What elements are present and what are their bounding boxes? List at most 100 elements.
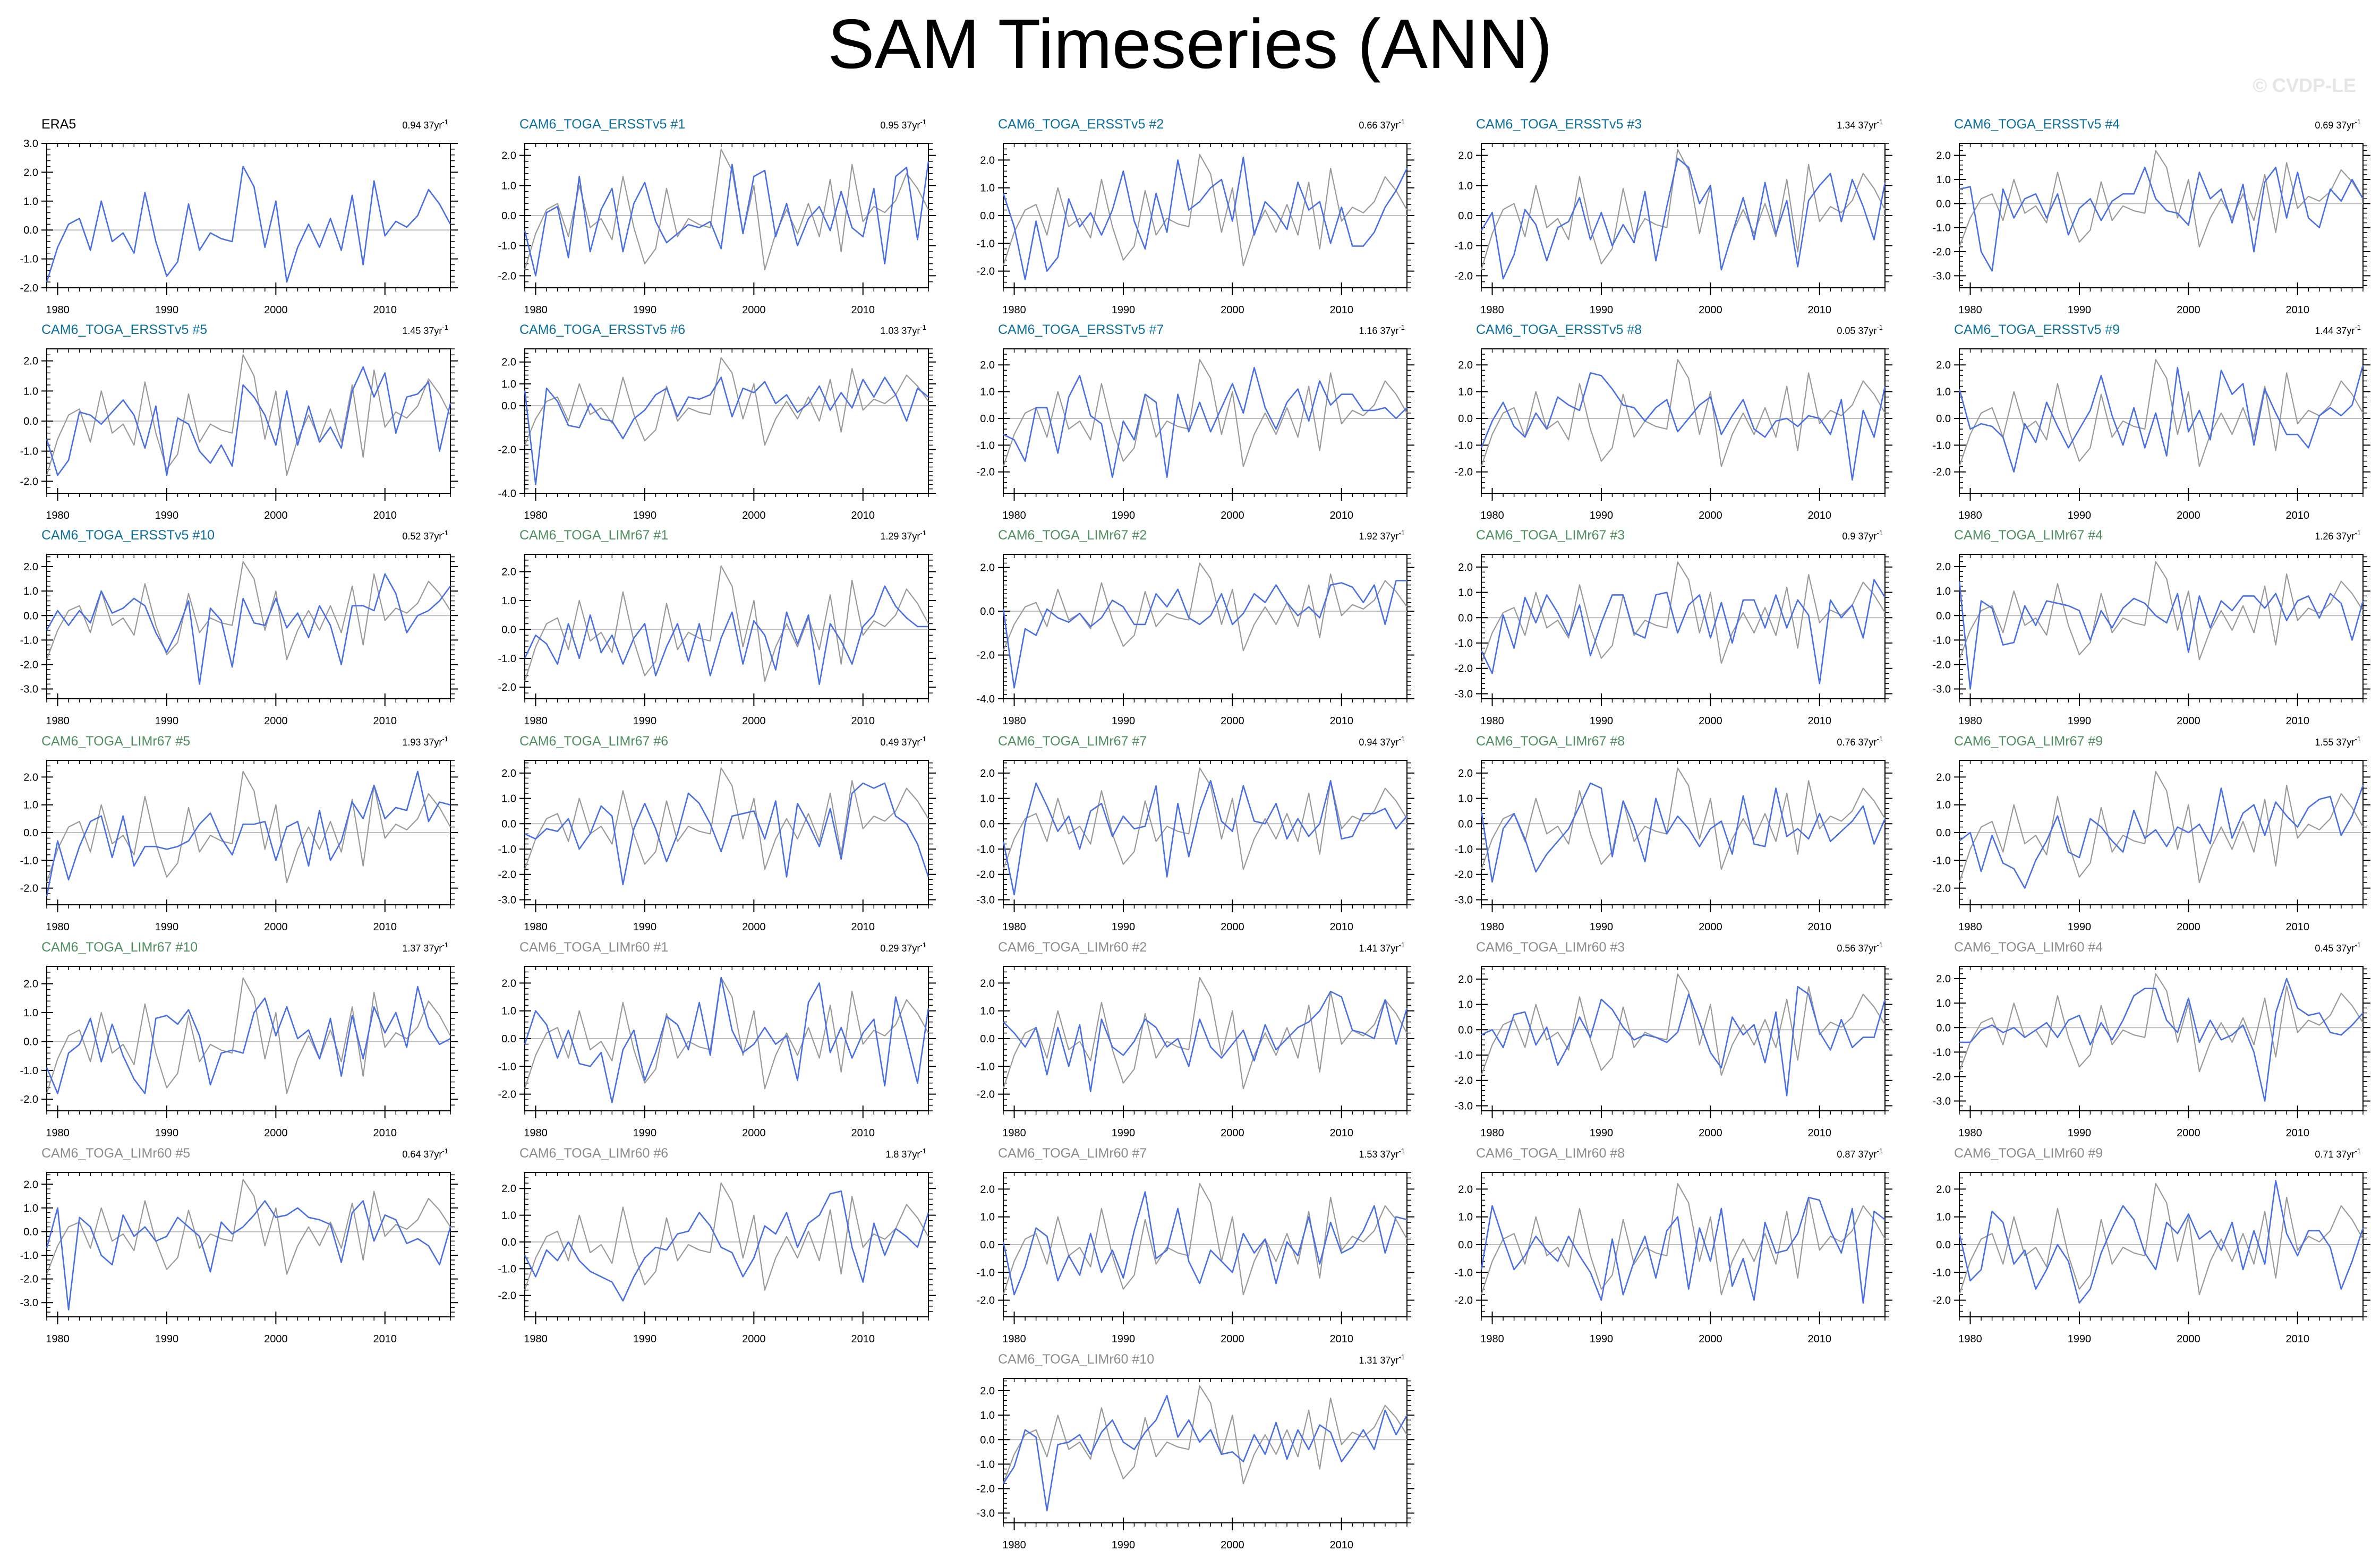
y-tick-label: -2.0: [977, 1089, 995, 1101]
y-tick-label: 0.0: [501, 1237, 516, 1248]
panel-title: CAM6_TOGA_ERSSTv5 #8: [1476, 322, 1642, 337]
y-tick-label: 2.0: [1936, 150, 1951, 162]
chart-panel: CAM6_TOGA_LIMr60 #8 0.87 37yr-1 -2.0 -1.0 0.…: [1455, 1146, 1892, 1345]
observed-series-line: [1002, 562, 1407, 652]
x-tick-label: 1990: [633, 304, 657, 316]
y-tick-label: -2.0: [977, 1483, 995, 1495]
y-tick-label: -1.0: [1455, 1267, 1473, 1279]
y-tick-label: 2.0: [980, 1385, 995, 1397]
y-tick-label: -3.0: [977, 1508, 995, 1520]
y-tick-label: -2.0: [20, 282, 38, 294]
y-tick-label: 0.0: [501, 210, 516, 222]
panel-title: CAM6_TOGA_LIMr60 #3: [1476, 940, 1625, 955]
x-tick-label: 2000: [264, 304, 288, 316]
y-tick-label: -3.0: [498, 894, 516, 906]
x-tick-label: 1980: [46, 715, 70, 727]
panel-trend: 0.69 37yr-1: [2315, 118, 2361, 131]
x-tick-label: 2000: [742, 921, 766, 933]
chart-panel: CAM6_TOGA_ERSSTv5 #9 1.44 37yr-1 -2.0 -1.0 0…: [1933, 322, 2370, 521]
y-tick-label: -1.0: [1933, 440, 1951, 451]
y-tick-label: 1.0: [1458, 387, 1473, 398]
model-series-line: [1959, 978, 2364, 1102]
model-series-line: [524, 585, 928, 686]
y-tick-label: -1.0: [20, 635, 38, 646]
panel-trend: 0.9 37yr-1: [1842, 529, 1883, 542]
y-tick-label: 1.0: [23, 1203, 38, 1214]
y-tick-label: 1.0: [1936, 1212, 1951, 1223]
panel-trend: 1.8 37yr-1: [885, 1147, 926, 1160]
x-tick-label: 2000: [1699, 1333, 1722, 1345]
x-tick-label: 1990: [633, 510, 657, 521]
x-tick-label: 2000: [742, 1333, 766, 1345]
y-tick-label: 0.0: [23, 225, 38, 236]
x-tick-label: 2000: [264, 921, 288, 933]
y-tick-label: 1.0: [23, 385, 38, 397]
y-tick-label: -2.0: [20, 1094, 38, 1106]
observed-series-line: [1480, 561, 1886, 664]
model-series-line: [46, 366, 451, 476]
x-tick-label: 1980: [1958, 304, 1982, 316]
x-tick-label: 2010: [373, 921, 397, 933]
x-tick-label: 1990: [155, 1127, 179, 1139]
panel-title: CAM6_TOGA_ERSSTv5 #5: [41, 322, 207, 337]
x-tick-label: 1980: [1480, 1127, 1504, 1139]
y-tick-label: 0.0: [980, 210, 995, 222]
x-tick-label: 2010: [2286, 1333, 2310, 1345]
y-tick-label: -2.0: [498, 270, 516, 282]
x-tick-label: 2000: [264, 1127, 288, 1139]
y-tick-label: -1.0: [977, 844, 995, 855]
x-tick-label: 1990: [2068, 510, 2092, 521]
x-tick-label: 2000: [2177, 1333, 2200, 1345]
chart-panel: CAM6_TOGA_ERSSTv5 #6 1.03 37yr-1 -4.0 -2.0 0…: [498, 322, 936, 521]
x-tick-label: 2010: [851, 304, 875, 316]
chart-panel: CAM6_TOGA_ERSSTv5 #8 0.05 37yr-1 -2.0 -1.0 0…: [1455, 322, 1892, 521]
panel-title: CAM6_TOGA_LIMr60 #8: [1476, 1146, 1625, 1161]
x-tick-label: 1980: [1958, 1333, 1982, 1345]
y-tick-label: -1.0: [20, 446, 38, 458]
panel-trend: 1.93 37yr-1: [402, 735, 448, 748]
y-tick-label: -3.0: [1933, 1096, 1951, 1108]
chart-panel: CAM6_TOGA_LIMr67 #10 1.37 37yr-1 -2.0 -1.0 0…: [20, 940, 458, 1139]
panel-trend: 1.26 37yr-1: [2315, 529, 2361, 542]
panel-trend: 0.56 37yr-1: [1837, 941, 1883, 954]
model-series-line: [1003, 366, 1407, 478]
panel-trend: 1.55 37yr-1: [2315, 735, 2361, 748]
panel-title: CAM6_TOGA_ERSSTv5 #1: [519, 117, 685, 132]
chart-panel: CAM6_TOGA_ERSSTv5 #1 0.95 37yr-1 -2.0 -1.0 0…: [498, 117, 936, 316]
y-tick-label: 2.0: [23, 356, 38, 367]
plot-frame: [1959, 348, 2364, 494]
x-tick-label: 2010: [373, 304, 397, 316]
plot-frame: [1481, 966, 1886, 1111]
x-tick-label: 2010: [373, 1127, 397, 1139]
y-tick-label: 2.0: [501, 768, 516, 779]
plot-frame: [1003, 1378, 1407, 1523]
observed-series-line: [1480, 149, 1886, 271]
chart-panel: CAM6_TOGA_LIMr67 #3 0.9 37yr-1 -3.0 -2.0 -1.…: [1455, 528, 1892, 727]
observed-series-line: [1958, 150, 2364, 247]
y-tick-label: 0.0: [980, 1239, 995, 1251]
x-tick-label: 2000: [1699, 304, 1722, 316]
x-tick-label: 2010: [1330, 510, 1354, 521]
x-tick-label: 1980: [524, 304, 548, 316]
y-tick-label: 1.0: [980, 1410, 995, 1421]
plot-frame: [524, 760, 929, 905]
y-tick-label: -4.0: [977, 693, 995, 705]
model-series-line: [1002, 779, 1407, 896]
y-tick-label: 0.0: [980, 1033, 995, 1045]
model-series-line: [1958, 1180, 2364, 1304]
chart-panel: CAM6_TOGA_LIMr67 #6 0.49 37yr-1 -3.0 -2.0 -1…: [498, 734, 936, 933]
x-tick-label: 2010: [373, 1333, 397, 1345]
x-tick-label: 2000: [1221, 304, 1244, 316]
y-tick-label: -2.0: [977, 467, 995, 478]
y-tick-label: 1.0: [23, 800, 38, 811]
y-tick-label: 0.0: [23, 1036, 38, 1048]
x-tick-label: 1990: [1112, 1127, 1136, 1139]
y-tick-label: 2.0: [1458, 1184, 1473, 1195]
model-series-line: [524, 1190, 929, 1302]
x-tick-label: 1980: [524, 1333, 548, 1345]
chart-panel: CAM6_TOGA_LIMr60 #4 0.45 37yr-1 -3.0 -2.0 -1…: [1933, 940, 2370, 1139]
x-tick-label: 1980: [1002, 715, 1026, 727]
y-tick-label: -2.0: [1455, 869, 1473, 881]
x-tick-label: 1980: [1480, 1333, 1504, 1345]
x-tick-label: 2010: [851, 1333, 875, 1345]
